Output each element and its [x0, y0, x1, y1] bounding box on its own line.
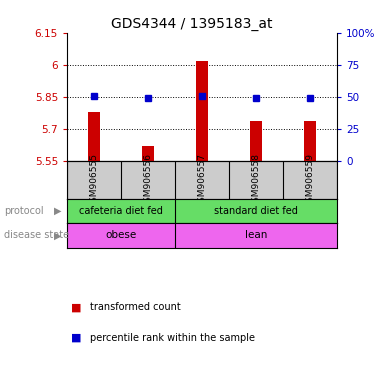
Bar [88, 113, 100, 161]
Text: disease state: disease state [4, 230, 69, 240]
Bar [142, 146, 154, 161]
Bar [250, 121, 262, 161]
Text: lean: lean [245, 230, 267, 240]
Text: obese: obese [105, 230, 137, 240]
Text: standard diet fed: standard diet fed [214, 206, 298, 216]
Text: ▶: ▶ [54, 230, 61, 240]
Text: cafeteria diet fed: cafeteria diet fed [79, 206, 163, 216]
Bar [304, 121, 316, 161]
Text: ■: ■ [71, 302, 82, 312]
Text: GDS4344 / 1395183_at: GDS4344 / 1395183_at [111, 17, 272, 31]
Text: ▶: ▶ [54, 206, 61, 216]
Text: GSM906557: GSM906557 [198, 152, 206, 207]
Text: percentile rank within the sample: percentile rank within the sample [90, 333, 255, 343]
Text: GSM906556: GSM906556 [144, 152, 152, 207]
Text: transformed count: transformed count [90, 302, 181, 312]
Bar [196, 61, 208, 161]
Text: GSM906559: GSM906559 [306, 152, 314, 207]
Text: ■: ■ [71, 333, 82, 343]
Text: GSM906558: GSM906558 [252, 152, 260, 207]
Text: GSM906555: GSM906555 [90, 152, 98, 207]
Text: protocol: protocol [4, 206, 43, 216]
